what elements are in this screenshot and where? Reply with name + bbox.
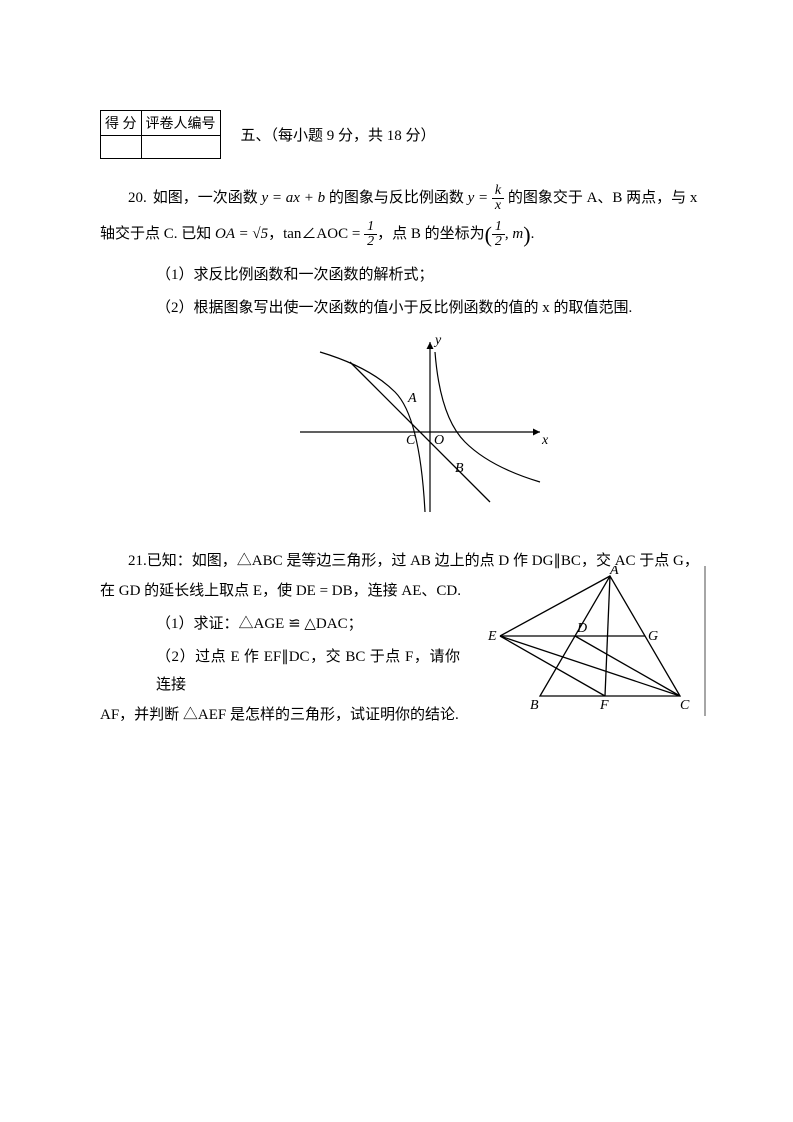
q20-text-2a: 轴交于点 C. 已知 bbox=[100, 226, 215, 242]
q20-frac12-d: 2 bbox=[364, 235, 377, 249]
lbl-x: x bbox=[541, 433, 549, 448]
lbl-B21: B bbox=[530, 698, 539, 713]
score-box-col1: 得 分 bbox=[101, 111, 142, 136]
q20-sub2: （2）根据图象写出使一次函数的值小于反比例函数的值的 x 的取值范围. bbox=[156, 294, 700, 323]
q20-eq3: OA = √5 bbox=[215, 226, 268, 242]
q20-text-2e: . bbox=[531, 226, 535, 242]
score-box: 得 分 评卷人编号 bbox=[100, 110, 221, 159]
q20-coord-x: 12 bbox=[492, 220, 505, 249]
q21-triangle-svg: A B C D E F G bbox=[480, 566, 710, 716]
lbl-O: O bbox=[434, 433, 444, 448]
q20-graph-svg: y x O A B C bbox=[280, 332, 560, 522]
lbl-F21: F bbox=[599, 698, 609, 713]
score-box-blank2 bbox=[141, 136, 220, 159]
lbl-D21: D bbox=[576, 621, 587, 636]
q21-sub2a: （2）过点 E 作 EF∥DC，交 BC 于点 F，请你连接 bbox=[156, 643, 460, 700]
q20-text-1b: 的图象与反比例函数 bbox=[325, 190, 468, 206]
lbl-A: A bbox=[407, 391, 417, 406]
q20-eq2-frac-d: x bbox=[492, 199, 504, 213]
lbl-C21: C bbox=[680, 698, 690, 713]
q20-text-2c: ，点 B 的坐标为 bbox=[377, 226, 485, 242]
q20-paren-l: ( bbox=[485, 222, 492, 247]
section-title: 五、（每小题 9 分，共 18 分） bbox=[241, 124, 436, 145]
score-box-col2: 评卷人编号 bbox=[141, 111, 220, 136]
q20-figure: y x O A B C bbox=[280, 332, 700, 522]
q20-frac12-n: 1 bbox=[364, 220, 377, 235]
q20-frac12: 12 bbox=[364, 220, 377, 249]
line-ae bbox=[500, 576, 610, 636]
q20-eq2-left: y = bbox=[468, 190, 492, 206]
q21-sub2b: AF，并判断 △AEF 是怎样的三角形，试证明你的结论. bbox=[100, 700, 460, 730]
lbl-y: y bbox=[433, 333, 442, 348]
q20-text-1c: 的图象交于 A、B 两点，与 x bbox=[504, 190, 697, 206]
q20-eq1: y = ax + b bbox=[262, 190, 326, 206]
section-header: 得 分 评卷人编号 五、（每小题 9 分，共 18 分） bbox=[100, 110, 700, 159]
lbl-G21: G bbox=[648, 629, 658, 644]
q21-sub1: （1）求证：△AGE ≌ △DAC； bbox=[156, 610, 460, 639]
q20-coord-xn: 1 bbox=[492, 220, 505, 235]
score-box-blank1 bbox=[101, 136, 142, 159]
q21-figure: A B C D E F G bbox=[480, 566, 710, 716]
q20-coord-y: m bbox=[512, 226, 523, 242]
q20-text-2b: ，tan∠AOC = bbox=[268, 226, 364, 242]
q20-sub1: （1）求反比例函数和一次函数的解析式； bbox=[156, 261, 700, 290]
question-21: 21.已知：如图，△ABC 是等边三角形，过 AB 边上的点 D 作 DG∥BC… bbox=[100, 546, 700, 730]
q20-eq2-frac-n: k bbox=[492, 184, 504, 199]
lbl-C: C bbox=[406, 433, 416, 448]
q20-eq2-frac: kx bbox=[492, 184, 504, 213]
q21-number: 21. bbox=[128, 553, 147, 569]
question-20: 20.如图，一次函数 y = ax + b 的图象与反比例函数 y = kx 的… bbox=[100, 183, 700, 522]
q20-text-1a: 如图，一次函数 bbox=[153, 190, 262, 206]
q20-coord-xd: 2 bbox=[492, 235, 505, 249]
lbl-A21: A bbox=[609, 566, 619, 578]
q20-number: 20. bbox=[128, 190, 147, 206]
q20-paren-r: ) bbox=[523, 222, 530, 247]
lbl-E21: E bbox=[487, 629, 497, 644]
lbl-B: B bbox=[455, 461, 464, 476]
